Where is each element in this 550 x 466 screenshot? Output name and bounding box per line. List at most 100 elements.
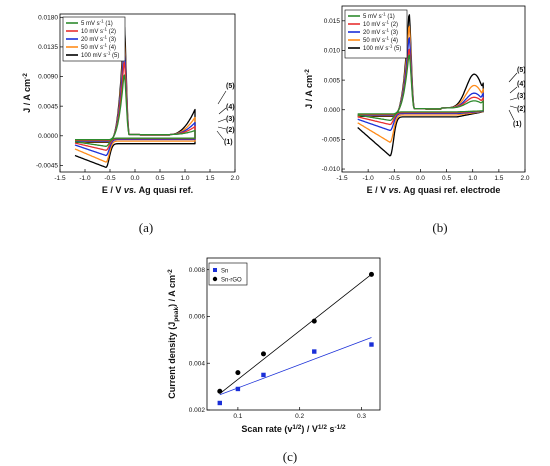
- x-tick-label: 0.0: [130, 175, 139, 182]
- cv-curve-2: [74, 61, 196, 151]
- x-tick-label: -1.0: [363, 175, 375, 182]
- plot-frame: [59, 13, 236, 173]
- data-point-sn: [235, 386, 241, 392]
- x-axis-label: E / V vs. Ag quasi ref.: [102, 185, 193, 195]
- y-tick-label: 0.015: [324, 18, 341, 25]
- data-point-sn: [369, 342, 374, 347]
- x-tick-label: -1.5: [336, 175, 348, 182]
- fit-line-sn-rgo: [219, 274, 372, 394]
- plot-frame: [341, 5, 526, 173]
- legend-entry: 5 mV s-1 (1): [81, 19, 113, 28]
- y-tick-label: -0.010: [322, 166, 341, 173]
- y-axis-label: Current density (Jpeak) / A cm-2: [167, 269, 180, 399]
- x-axis-label: E / V vs. Ag quasi ref. electrode: [367, 185, 501, 195]
- legend-marker: [213, 268, 217, 272]
- fit-line-sn: [219, 337, 372, 396]
- legend-entry: 100 mV s-1 (5): [81, 51, 119, 60]
- legend-frame: [208, 262, 248, 286]
- data-point-sn: [217, 400, 222, 406]
- y-tick-label: 0.0090: [38, 74, 58, 81]
- annotation-arrow: [216, 130, 225, 141]
- annotation-arrow: [217, 90, 227, 105]
- cv-curve-1: [357, 54, 484, 122]
- curve-annotation: (2): [517, 106, 526, 113]
- x-tick-label: 0.1: [233, 413, 242, 420]
- legend-entry: 10 mV s-1 (2): [81, 27, 116, 36]
- data-point-sn-rgo: [368, 271, 374, 277]
- y-tick-label: 0.0045: [38, 103, 58, 110]
- panel-b-cv-plot: -1.5 -1.0 -0.5 0.0 0.5 1.0 1.5 2.0 -0.010 -0.005 0…: [304, 5, 530, 195]
- curve-annotation: (1): [513, 121, 522, 128]
- annotation-arrow: [509, 105, 518, 109]
- y-tick-label: 0.010: [324, 48, 341, 55]
- legend-entry: Sn-rGO: [221, 277, 242, 283]
- y-tick-label: 0.002: [189, 407, 206, 414]
- x-tick-label: 0.3: [357, 413, 366, 420]
- data-point-sn-rgo: [260, 351, 266, 357]
- curve-annotation: (2): [226, 127, 235, 134]
- annotation-arrow: [508, 109, 515, 121]
- data-point-sn: [261, 372, 266, 378]
- y-tick-label: 0.005: [324, 77, 341, 84]
- x-tick-label: 2.0: [520, 175, 529, 182]
- y-axis-label: J / A cm-2: [304, 69, 314, 109]
- legend-entry: 20 mV s-1 (3): [81, 35, 116, 44]
- y-tick-label: 0.004: [189, 360, 206, 367]
- y-tick-label: 0.0135: [38, 44, 58, 51]
- cv-curve-1: [74, 74, 196, 147]
- x-tick-label: -0.5: [389, 175, 401, 182]
- legend-entry: 50 mV s-1 (4): [363, 36, 398, 45]
- caption-b: (b): [432, 220, 447, 235]
- legend-entry: Sn: [221, 268, 228, 274]
- annotation-arrow: [218, 107, 227, 115]
- legend-entry: 10 mV s-1 (2): [363, 20, 398, 29]
- panel-a-cv-plot: -1.5 -1.0 -0.5 0.0 0.5 1.0 1.5 2.0 -0.0045 0.0000…: [22, 13, 240, 195]
- legend: Sn Sn-rGO: [208, 262, 248, 286]
- x-tick-label: -1.0: [79, 175, 91, 182]
- curve-annotation: (1): [224, 139, 233, 146]
- legend-marker: [212, 276, 218, 282]
- data-point-sn: [312, 349, 317, 354]
- caption-a: (a): [139, 220, 153, 235]
- y-tick-label: 0.008: [189, 267, 206, 274]
- y-tick-label: -0.0045: [36, 163, 58, 170]
- legend-entry: 5 mV s-1 (1): [363, 12, 395, 21]
- x-tick-label: 1.5: [205, 175, 214, 182]
- x-axis-label: Scan rate (v1/2) / V1/2 s-1/2: [241, 424, 346, 434]
- x-tick-label: -1.5: [54, 175, 66, 182]
- x-tick-label: 2.0: [230, 175, 239, 182]
- curve-annotation: (3): [226, 116, 235, 123]
- annotation-arrow: [217, 126, 227, 130]
- x-tick-label: 0.5: [155, 175, 164, 182]
- caption-c: (c): [283, 449, 297, 464]
- legend: 5 mV s-1 (1)10 mV s-1 (2)20 mV s-1 (3)50…: [344, 9, 408, 59]
- x-tick-label: 1.0: [468, 175, 477, 182]
- curve-annotation: (4): [517, 81, 526, 88]
- legend-entry: 100 mV s-1 (5): [363, 44, 401, 53]
- data-point-sn-rgo: [311, 318, 317, 324]
- x-tick-label: 1.0: [180, 175, 189, 182]
- legend-frame: [344, 9, 408, 59]
- x-tick-label: -0.5: [104, 175, 116, 182]
- x-tick-label: 0.2: [295, 413, 304, 420]
- plot-frame: [206, 257, 381, 411]
- curve-annotation: (5): [226, 83, 235, 90]
- x-tick-label: 1.5: [494, 175, 503, 182]
- y-tick-label: -0.005: [322, 137, 341, 144]
- annotation-arrow: [508, 72, 518, 83]
- legend-entry: 50 mV s-1 (4): [81, 43, 116, 52]
- y-tick-label: 0.0180: [38, 14, 58, 21]
- annotation-arrow: [509, 97, 518, 101]
- x-tick-label: 0.5: [442, 175, 451, 182]
- annotation-arrow: [509, 86, 518, 94]
- y-tick-label: 0.000: [324, 107, 341, 114]
- data-point-sn-rgo: [235, 370, 241, 376]
- legend: 5 mV s-1 (1)10 mV s-1 (2)20 mV s-1 (3)50…: [62, 16, 126, 62]
- panel-c-scan-rate-plot: 0.1 0.2 0.3 0.002 0.004 0.006 0.008 Scan rate (…: [167, 257, 381, 434]
- curve-annotation: (5): [517, 67, 526, 74]
- legend-entry: 20 mV s-1 (3): [363, 28, 398, 37]
- data-point-sn-rgo: [217, 388, 223, 394]
- y-axis-label: J / A cm-2: [22, 73, 32, 113]
- x-tick-label: 0.0: [416, 175, 425, 182]
